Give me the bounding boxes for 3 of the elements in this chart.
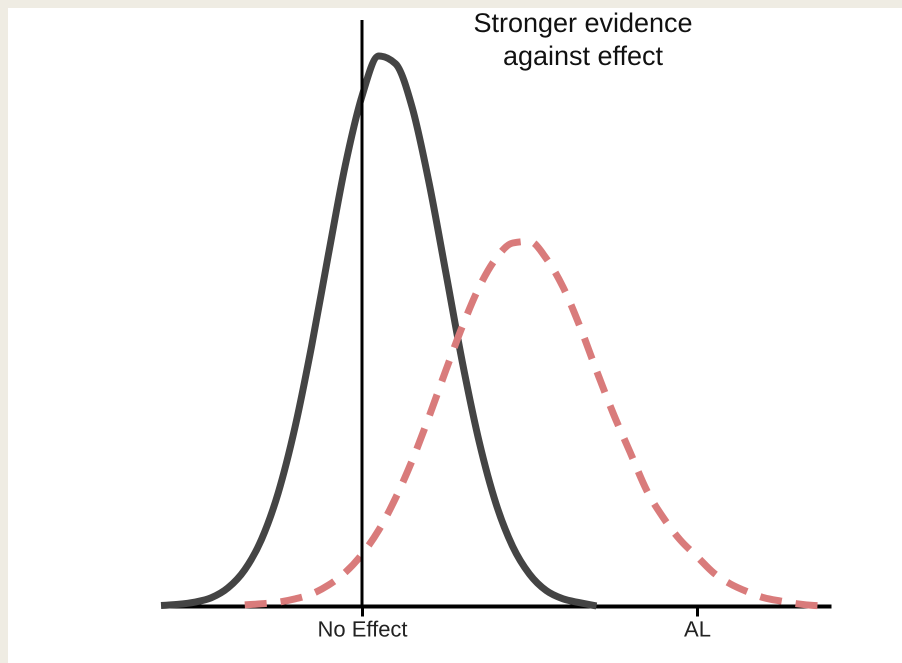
x-tick-label: No Effect bbox=[317, 616, 408, 642]
annotation: Stronger evidence against effect bbox=[473, 8, 693, 71]
x-tick-label: AL bbox=[684, 616, 711, 642]
